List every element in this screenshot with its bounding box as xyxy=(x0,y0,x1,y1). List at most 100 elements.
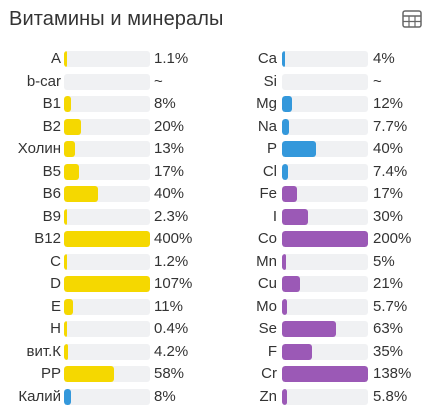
nutrient-label: B9 xyxy=(42,207,61,225)
nutrient-label: B6 xyxy=(42,185,61,202)
nutrient-bar-track xyxy=(282,51,368,67)
nutrient-value: 2.3% xyxy=(154,207,189,225)
nutrient-label: E xyxy=(50,297,61,315)
nutrient-bar-track xyxy=(64,186,150,202)
nutrient-bar-fill xyxy=(64,163,79,180)
nutrient-bar-fill xyxy=(64,366,114,382)
nutrient-bar-fill xyxy=(64,343,68,360)
nutrient-value: 7.7% xyxy=(373,117,408,135)
nutrient-bar-track xyxy=(64,321,150,337)
nutrient-label: D xyxy=(50,275,61,292)
nutrient-row-mg: Mg 12% xyxy=(212,93,424,116)
nutrient-row-co: Co 200% xyxy=(212,228,424,251)
nutrient-bar-track xyxy=(64,276,150,292)
nutrient-bar-fill xyxy=(64,231,150,247)
nutrient-label: Cu xyxy=(257,275,277,292)
nutrient-row-na: Na 7.7% xyxy=(212,116,424,139)
nutrient-label: Se xyxy=(258,320,277,337)
nutrient-bar-track xyxy=(282,276,368,292)
nutrient-label: PP xyxy=(40,365,61,382)
nutrient-value: 20% xyxy=(154,117,185,135)
nutrient-value: 21% xyxy=(373,275,404,292)
nutrient-label: Холин xyxy=(17,140,61,157)
nutrient-value: 63% xyxy=(373,320,404,337)
nutrient-bar-fill xyxy=(64,388,71,405)
nutrient-bar-track xyxy=(64,231,150,247)
nutrient-bar-fill xyxy=(64,276,150,292)
nutrient-label: B1 xyxy=(42,95,61,112)
nutrient-value: 8% xyxy=(154,387,176,405)
nutrient-bar-track xyxy=(64,366,150,382)
nutrient-value: 40% xyxy=(154,185,185,202)
nutrient-row-b-car: b-car ~ xyxy=(0,71,212,94)
nutrient-bar-track xyxy=(64,118,150,135)
nutrient-value: 200% xyxy=(373,230,412,247)
nutrient-label: Ca xyxy=(257,50,277,67)
nutrient-bar-fill xyxy=(64,51,67,67)
nutrient-bar-track xyxy=(64,141,150,157)
nutrient-label: B2 xyxy=(42,117,61,135)
nutrient-bar-fill xyxy=(282,141,317,157)
nutrient-bar-track xyxy=(64,298,150,315)
nutrient-row-mn: Mn 5% xyxy=(212,251,424,274)
nutrient-bar-fill xyxy=(282,231,368,247)
nutrient-bar-fill xyxy=(64,253,67,270)
nutrient-row-вит-к: вит.К 4.2% xyxy=(0,341,212,364)
nutrient-row-cl: Cl 7.4% xyxy=(212,161,424,184)
nutrient-value: 17% xyxy=(154,162,185,180)
nutrient-value: 4% xyxy=(373,50,395,67)
nutrient-row-e: E 11% xyxy=(0,296,212,319)
nutrient-row-b2: B2 20% xyxy=(0,116,212,139)
nutrient-value: 138% xyxy=(373,365,412,382)
nutrient-label: b-car xyxy=(26,72,61,90)
nutrient-value: 17% xyxy=(373,185,404,202)
nutrient-bar-fill xyxy=(282,388,287,405)
nutrient-row-c: C 1.2% xyxy=(0,251,212,274)
nutrient-bar-fill xyxy=(64,96,71,112)
nutrient-row-b6: B6 40% xyxy=(0,183,212,206)
nutrient-bar-track xyxy=(64,388,150,405)
nutrient-label: I xyxy=(272,207,277,225)
nutrient-bar-fill xyxy=(282,96,293,112)
nutrient-row-f: F 35% xyxy=(212,341,424,364)
nutrient-label: B5 xyxy=(42,162,61,180)
nutrient-row-d: D 107% xyxy=(0,273,212,296)
nutrient-bar-track xyxy=(282,141,368,157)
nutrient-bar-track xyxy=(64,208,150,225)
nutrient-row-b12: B12 400% xyxy=(0,228,212,251)
nutrient-bar-fill xyxy=(282,343,313,360)
minerals-column: Ca 4% Si ~ Mg 12% Na 7.7% P 40% Cl 7.4% Fe 17% I 30% Co 2… xyxy=(212,48,424,408)
nutrient-bar-track xyxy=(64,51,150,67)
nutrient-bar-track xyxy=(282,96,368,112)
nutrient-bar-fill xyxy=(282,321,337,337)
nutrient-label: Mg xyxy=(256,95,277,112)
nutrient-value: 107% xyxy=(154,275,193,292)
nutrient-value: 1.2% xyxy=(154,252,189,270)
nutrient-row-ca: Ca 4% xyxy=(212,48,424,71)
nutrient-value: 13% xyxy=(154,140,185,157)
nutrient-value: 5.8% xyxy=(373,387,408,405)
nutrient-label: A xyxy=(50,50,61,67)
nutrient-bar-fill xyxy=(64,118,82,135)
nutrient-label: Cr xyxy=(261,365,277,382)
nutrient-row-cu: Cu 21% xyxy=(212,273,424,296)
nutrient-row-b9: B9 2.3% xyxy=(0,206,212,229)
vitamins-column: A 1.1% b-car ~ B1 8% B2 20% Холин 13% B5 17% B6 40% B9… xyxy=(0,48,212,408)
nutrient-value: 35% xyxy=(373,342,404,360)
nutrient-row-p: P 40% xyxy=(212,138,424,161)
nutrient-row-a: A 1.1% xyxy=(0,48,212,71)
nutrient-bar-track xyxy=(282,253,368,270)
nutrient-bar-track xyxy=(282,73,368,90)
nutrient-row-b5: B5 17% xyxy=(0,161,212,184)
nutrient-value: 11% xyxy=(154,297,183,315)
nutrient-label: Na xyxy=(257,117,277,135)
nutrient-value: 0.4% xyxy=(154,320,189,337)
nutrient-bar-fill xyxy=(282,186,297,202)
nutrient-bar-fill xyxy=(64,298,74,315)
nutrient-bar-track xyxy=(282,208,368,225)
table-grid-icon[interactable] xyxy=(402,10,422,28)
nutrient-value: 8% xyxy=(154,95,176,112)
nutrient-bar-fill xyxy=(282,253,287,270)
nutrient-row-cr: Cr 138% xyxy=(212,363,424,386)
nutrient-row-se: Se 63% xyxy=(212,318,424,341)
